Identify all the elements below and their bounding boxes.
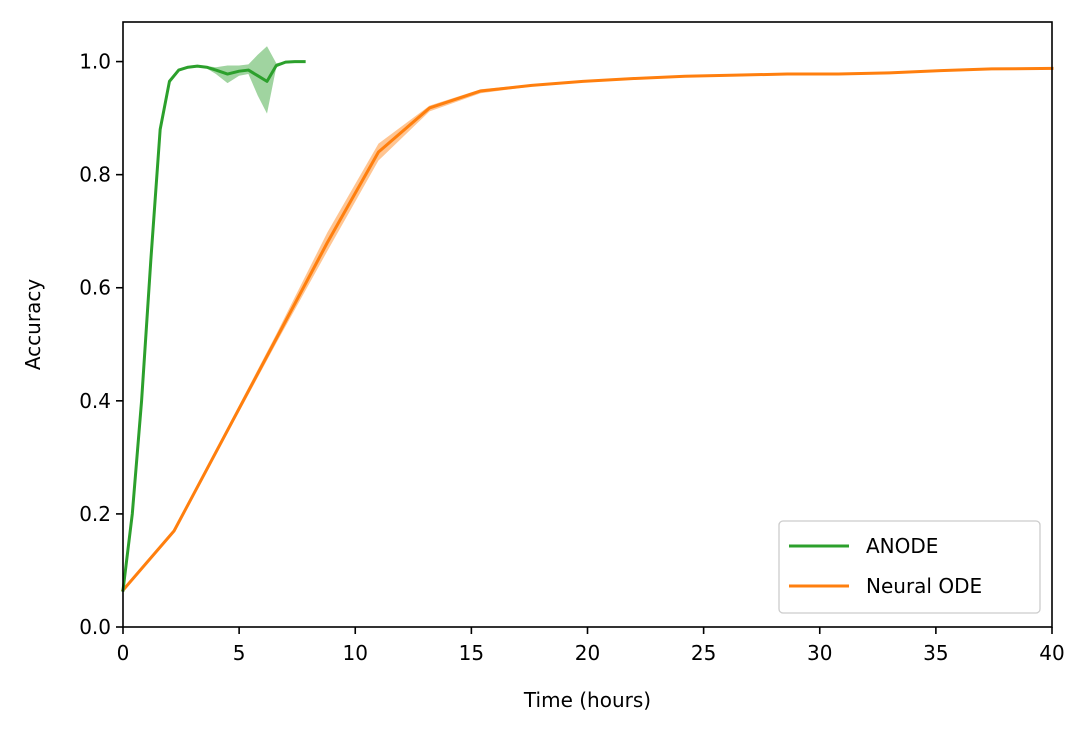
- y-tick-label: 0.0: [79, 615, 111, 639]
- x-tick-label: 10: [343, 641, 368, 665]
- anode-confidence-band: [123, 46, 305, 591]
- confidence-bands: [123, 46, 1052, 592]
- legend-label-anode: ANODE: [866, 534, 938, 558]
- y-tick-label: 0.8: [79, 163, 111, 187]
- legend-box: [778, 520, 1041, 614]
- neural-ode-confidence-band: [123, 67, 1052, 592]
- x-axis-ticks: 0 5 10 15 20 25 30 35 40: [117, 627, 1065, 665]
- x-tick-label: 25: [691, 641, 716, 665]
- x-tick-label: 15: [459, 641, 484, 665]
- x-tick-label: 0: [117, 641, 130, 665]
- x-tick-label: 30: [807, 641, 832, 665]
- y-axis-label: Accuracy: [21, 279, 45, 370]
- y-tick-label: 0.4: [79, 389, 111, 413]
- y-axis-ticks: 0.0 0.2 0.4 0.6 0.8 1.0: [79, 50, 123, 639]
- neural-ode-line: [120, 66, 1054, 593]
- y-tick-label: 0.6: [79, 276, 111, 300]
- legend-label-neural-ode: Neural ODE: [866, 574, 982, 598]
- x-axis-label: Time (hours): [523, 688, 651, 712]
- x-tick-label: 40: [1039, 641, 1064, 665]
- y-tick-label: 0.2: [79, 502, 111, 526]
- legend: ANODE Neural ODE: [778, 520, 1041, 614]
- series-lines: [120, 60, 1054, 593]
- x-tick-label: 5: [233, 641, 246, 665]
- y-tick-label: 1.0: [79, 50, 111, 74]
- x-tick-label: 20: [575, 641, 600, 665]
- x-tick-label: 35: [923, 641, 948, 665]
- anode-line: [121, 60, 306, 592]
